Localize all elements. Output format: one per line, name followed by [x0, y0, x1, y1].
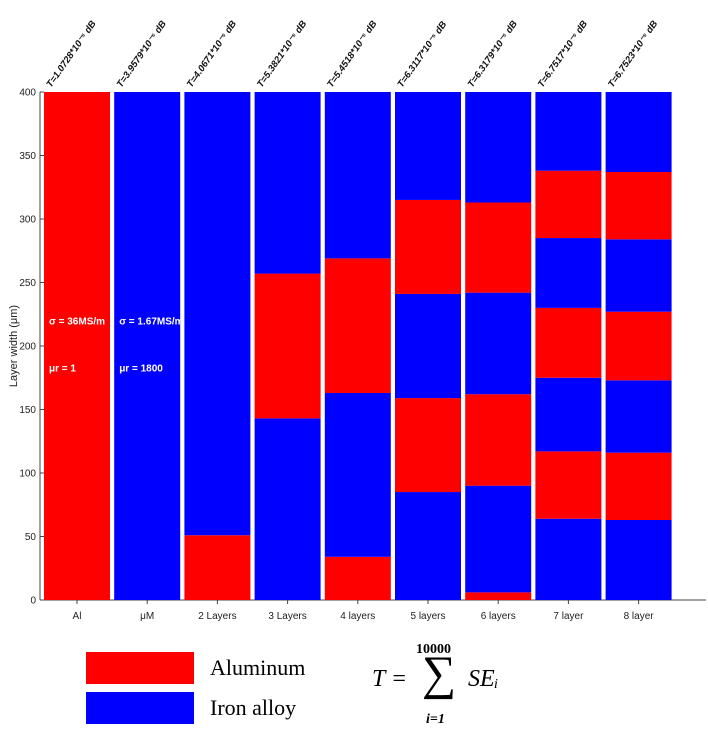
iron-layer	[255, 92, 321, 274]
aluminum-layer	[465, 592, 531, 600]
y-axis-label: Layer width (μm)	[8, 305, 20, 387]
x-tick-label: 4 layers	[340, 611, 375, 622]
legend-label-iron-alloy: Iron alloy	[210, 695, 296, 721]
iron-layer	[325, 393, 391, 557]
legend-item-iron-alloy: Iron alloy	[86, 690, 305, 726]
transmission-value-label: T=4.0671*10⁻⁵ dB	[185, 19, 239, 90]
y-tick-label: 350	[19, 151, 36, 162]
iron-layer	[535, 92, 601, 171]
x-tick-label: Al	[73, 611, 82, 622]
x-tick-label: 2 Layers	[198, 611, 236, 622]
material-property-label: σ = 1.67MS/m	[119, 317, 183, 328]
y-tick-label: 300	[19, 215, 36, 226]
transmission-value-label: T=6.3117*10⁻⁵ dB	[395, 19, 449, 89]
transmission-value-label: T=3.9579*10⁻⁵ dB	[115, 19, 169, 90]
aluminum-layer	[325, 557, 391, 600]
aluminum-layer	[465, 394, 531, 485]
legend-item-aluminum: Aluminum	[86, 650, 305, 686]
x-tick-label: 8 layer	[624, 611, 655, 622]
aluminum-layer	[535, 308, 601, 378]
y-tick-label: 200	[19, 342, 36, 353]
iron-layer	[465, 486, 531, 593]
formula-lower-limit: i=1	[426, 712, 445, 728]
iron-layer	[606, 239, 672, 311]
summation-symbol: ∑	[422, 650, 456, 698]
x-tick-label: μM	[140, 611, 154, 622]
legend: Aluminum Iron alloy	[86, 650, 305, 730]
iron-layer	[114, 92, 180, 600]
material-property-label: σ = 36MS/m	[49, 317, 105, 328]
legend-label-aluminum: Aluminum	[210, 655, 305, 681]
aluminum-layer	[255, 274, 321, 419]
transmission-value-label: T=6.7523*10⁻⁵ dB	[606, 19, 660, 90]
iron-layer	[535, 519, 601, 600]
chart-columns	[44, 92, 672, 600]
y-tick-label: 250	[19, 278, 36, 289]
transmission-value-label: T=6.7517*10⁻⁵ dB	[536, 19, 590, 90]
transmission-value-label: T=5.3821*10⁻⁵ dB	[255, 19, 309, 90]
formula-rhs: SEᵢ	[468, 666, 498, 693]
layer-stack-chart: 0 50 100 150 200 250 300 350 400 Layer width (μm)…	[0, 0, 708, 640]
iron-layer	[535, 238, 601, 308]
material-property-label: μr = 1	[49, 364, 76, 375]
iron-layer	[325, 92, 391, 258]
y-tick-label: 50	[25, 532, 37, 543]
aluminum-layer	[535, 171, 601, 238]
x-tick-label: 3 Layers	[268, 611, 306, 622]
material-property-label: μr = 1800	[119, 364, 163, 375]
aluminum-layer	[44, 92, 110, 600]
y-tick-label: 400	[19, 88, 36, 99]
y-tick-label: 100	[19, 469, 36, 480]
x-tick-label: 7 layer	[553, 611, 584, 622]
iron-layer	[395, 492, 461, 600]
transmission-value-label: T=1.0728*10⁻⁵ dB	[44, 19, 98, 90]
iron-layer	[606, 520, 672, 600]
y-tick-label: 0	[30, 596, 36, 607]
transmission-value-label: T=6.3179*10⁻⁵ dB	[466, 19, 520, 90]
x-tick-label: 6 layers	[481, 611, 516, 622]
y-tick-label: 150	[19, 405, 36, 416]
iron-layer	[395, 92, 461, 200]
x-tick-label: 5 layers	[410, 611, 445, 622]
aluminum-layer	[395, 200, 461, 294]
iron-layer	[535, 378, 601, 452]
iron-layer	[606, 92, 672, 172]
iron-layer	[395, 294, 461, 398]
aluminum-layer	[184, 535, 250, 600]
aluminum-layer	[535, 451, 601, 518]
iron-layer	[606, 380, 672, 452]
aluminum-swatch	[86, 652, 194, 684]
iron-layer	[465, 92, 531, 202]
iron-layer	[465, 293, 531, 395]
iron-alloy-swatch	[86, 692, 194, 724]
aluminum-layer	[606, 172, 672, 239]
aluminum-layer	[325, 258, 391, 393]
aluminum-layer	[465, 202, 531, 292]
aluminum-layer	[395, 398, 461, 492]
aluminum-layer	[606, 312, 672, 381]
transmission-value-label: T=5.4518*10⁻⁵ dB	[325, 19, 379, 90]
iron-layer	[184, 92, 250, 535]
iron-layer	[255, 418, 321, 600]
aluminum-layer	[606, 453, 672, 520]
transmission-formula: T = 10000 ∑ i=1 SEᵢ	[372, 640, 532, 730]
formula-lhs: T =	[372, 666, 407, 693]
